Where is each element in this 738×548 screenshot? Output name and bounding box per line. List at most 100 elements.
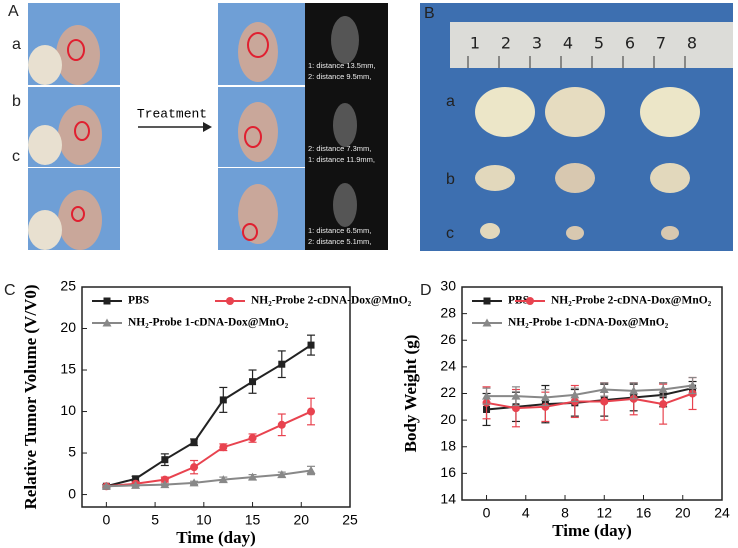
x-tick-label: 20	[293, 512, 309, 528]
y-tick-label: 5	[68, 444, 76, 460]
row-label: c	[12, 148, 20, 165]
series-line	[486, 384, 693, 399]
marker	[160, 475, 169, 484]
y-tick-label: 15	[60, 361, 76, 377]
y-tick-label: 24	[440, 358, 456, 374]
marker	[600, 397, 609, 406]
marker	[160, 480, 170, 489]
legend-marker	[483, 297, 491, 305]
series-line	[106, 344, 312, 488]
mri-text: 2: distance 5.1mm,	[308, 237, 371, 246]
x-axis-title: Time (day)	[552, 521, 632, 540]
legend-marker	[103, 297, 111, 305]
y-tick-label: 20	[60, 319, 76, 335]
x-tick-label: 20	[675, 505, 691, 521]
panel-label: A	[8, 3, 19, 20]
x-tick-label: 0	[483, 505, 491, 521]
series-line	[106, 469, 312, 488]
legend-label: NH₂-Probe 1-cDNA-Dox@MnO₂	[508, 317, 669, 329]
x-tick-label: 10	[196, 512, 212, 528]
marker	[540, 392, 550, 401]
x-tick-label: 8	[561, 505, 569, 521]
series-line	[106, 410, 312, 488]
legend-marker	[102, 318, 112, 327]
y-tick-label: 16	[440, 464, 456, 480]
plot-frame	[81, 286, 351, 508]
x-tick-label: 16	[636, 505, 652, 521]
marker	[659, 400, 668, 409]
marker	[599, 385, 609, 394]
photo-b	[420, 3, 733, 251]
legend-label: NH₂-Probe 2-cDNA-Dox@MnO₂	[551, 295, 712, 307]
panel-label: C	[4, 282, 16, 299]
y-tick-label: 25	[60, 278, 76, 294]
marker	[219, 396, 227, 404]
marker	[629, 386, 639, 395]
marker	[688, 381, 698, 390]
marker	[658, 385, 668, 394]
marker	[511, 391, 521, 400]
y-tick-label: 22	[440, 384, 456, 400]
x-tick-label: 25	[342, 512, 358, 528]
ruler-number: 5	[594, 34, 604, 53]
legend-marker	[482, 318, 492, 327]
marker	[219, 443, 228, 452]
marker	[132, 475, 140, 483]
y-tick-label: 18	[440, 437, 456, 453]
marker	[190, 438, 198, 446]
mri-text: 1: distance 13.5mm,	[308, 61, 376, 70]
marker	[161, 456, 169, 464]
marker	[307, 407, 316, 416]
marker	[249, 378, 257, 386]
legend-label: NH₂-Probe 2-cDNA-Dox@MnO₂	[251, 295, 412, 307]
ruler-number: 7	[656, 34, 666, 53]
ruler-number: 3	[532, 34, 542, 53]
x-axis-title: Time (day)	[176, 528, 256, 547]
ruler-number: 2	[501, 34, 511, 53]
marker	[218, 475, 228, 484]
x-tick-label: 12	[596, 505, 612, 521]
y-tick-label: 0	[68, 485, 76, 501]
y-tick-label: 28	[440, 304, 456, 320]
arrow-head	[203, 122, 212, 132]
ruler-number: 4	[563, 34, 573, 53]
row-label: b	[12, 93, 21, 110]
marker	[277, 470, 287, 479]
ruler-number: 1	[470, 34, 480, 53]
mri-text: 2: distance 7.3mm,	[308, 144, 371, 153]
x-tick-label: 15	[245, 512, 261, 528]
legend-marker	[526, 297, 534, 305]
y-tick-label: 10	[60, 402, 76, 418]
photos-a	[28, 3, 388, 250]
ruler-number: 6	[625, 34, 635, 53]
legend-label: NH₂-Probe 1-cDNA-Dox@MnO₂	[128, 317, 289, 329]
panel-label: B	[424, 5, 435, 22]
legend-marker	[226, 297, 234, 305]
marker	[190, 463, 199, 472]
marker	[101, 481, 111, 490]
y-axis-title: Relative Tumor Volume (V/V0)	[21, 285, 40, 510]
y-tick-label: 26	[440, 331, 456, 347]
y-axis-title: Body Weight (g)	[401, 335, 420, 453]
ruler-number: 8	[687, 34, 697, 53]
x-tick-label: 5	[151, 512, 159, 528]
row-label: a	[446, 93, 455, 110]
series-line	[486, 392, 693, 410]
mri-text: 1: distance 6.5mm,	[308, 226, 371, 235]
marker	[511, 404, 520, 413]
panel-label: D	[420, 282, 432, 299]
marker	[248, 434, 257, 443]
marker	[306, 465, 316, 474]
marker	[189, 478, 199, 487]
charts: C 0 5 10 15 20 25 0 5 10 15 20 25 Time (day) Relative …	[4, 278, 730, 547]
marker	[307, 341, 315, 349]
x-tick-label: 24	[714, 505, 730, 521]
marker	[541, 402, 550, 411]
marker	[482, 391, 492, 400]
row-label: b	[446, 171, 455, 188]
marker	[277, 420, 286, 429]
mri-text: 2: distance 9.5mm,	[308, 72, 371, 81]
y-tick-label: 14	[440, 491, 456, 507]
